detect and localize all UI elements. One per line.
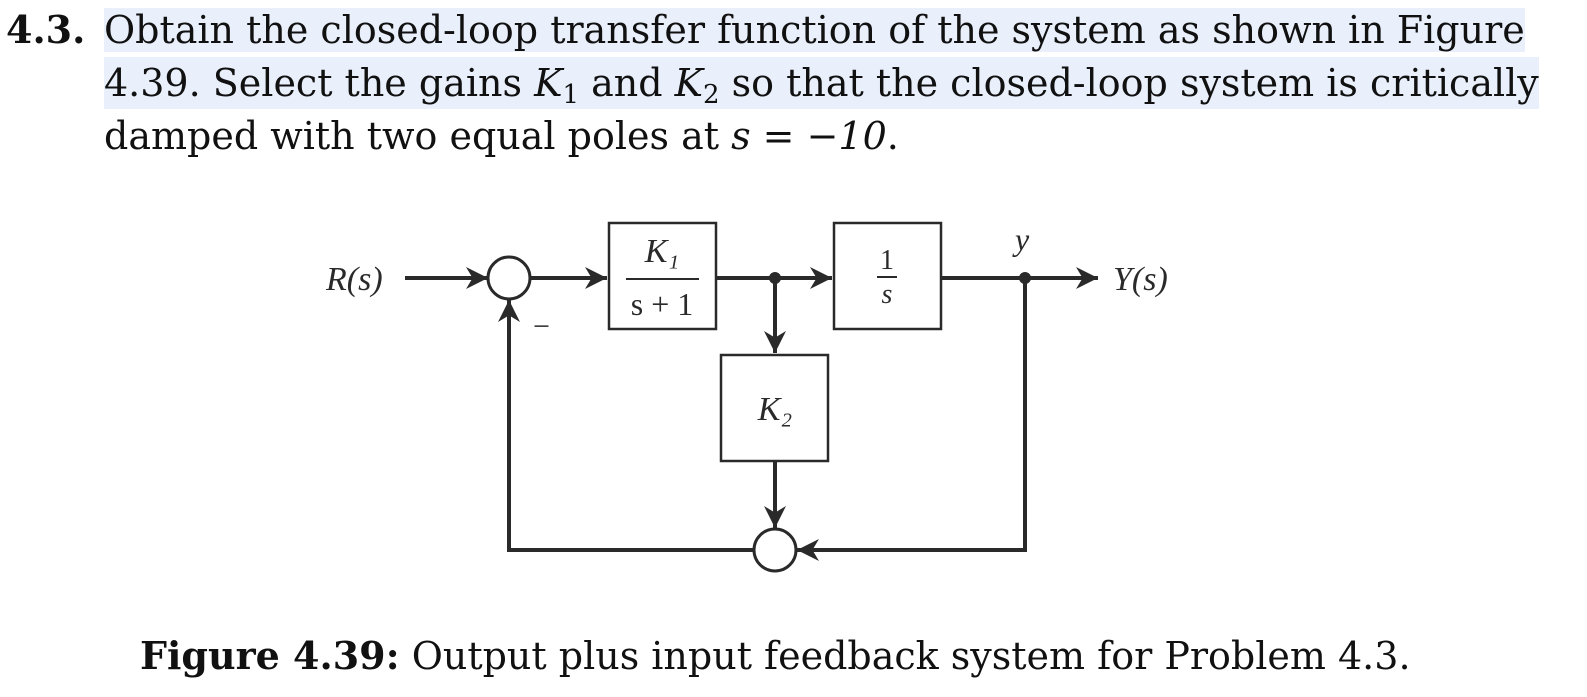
block2-numerator: 1 — [880, 245, 894, 276]
block3-label: K₂ — [757, 391, 793, 428]
branch-point-2 — [1019, 272, 1031, 284]
problem-line-1-text: Obtain the closed-loop transfer function… — [104, 8, 1525, 52]
block1-numerator: K₁ — [644, 233, 680, 270]
figure-caption-label: Figure 4.39: — [140, 633, 400, 678]
block2-denominator: s — [882, 279, 893, 310]
problem-number: 4.3. — [6, 7, 86, 52]
problem-line-3-b: . — [886, 114, 899, 158]
signal-y-label: y — [1012, 221, 1030, 257]
summing-junction-2 — [752, 527, 798, 573]
k1-sub: 1 — [562, 80, 579, 110]
problem-line-2-b: and — [579, 61, 675, 105]
k2-sub: 2 — [703, 80, 720, 110]
feedback-return-line — [498, 300, 753, 552]
problem-line-1: 4.3. Obtain the closed-loop transfer func… — [6, 4, 1525, 56]
problem-line-2-a: 4.39. Select the gains — [104, 61, 535, 105]
block-k1-over-s-plus-1: K₁ s + 1 — [607, 221, 718, 331]
figure-caption: Figure 4.39: Output plus input feedback … — [140, 630, 1411, 682]
summing-junction-1 — [486, 255, 532, 301]
k2-symbol: K2 — [674, 61, 720, 108]
block-1-over-s: 1 s — [832, 221, 943, 331]
problem-line-2: 4.39. Select the gains K1 and K2 so that… — [104, 57, 1539, 109]
figure-caption-text: Output plus input feedback system for Pr… — [399, 634, 1411, 678]
pole-condition: s = −10 — [731, 114, 887, 158]
output-label: Y(s) — [1113, 261, 1168, 298]
input-label: R(s) — [325, 261, 383, 298]
block-k2: K₂ — [719, 353, 830, 463]
k1-base: K — [534, 61, 563, 105]
minus-sign: − — [533, 310, 550, 343]
block1-denominator: s + 1 — [631, 286, 694, 322]
k1-symbol: K1 — [534, 61, 579, 108]
problem-line-3: damped with two equal poles at s = −10. — [104, 110, 899, 162]
k2-base: K — [674, 61, 704, 105]
problem-line-2-c: so that the closed-loop system is critic… — [719, 61, 1539, 105]
branch-point-1 — [769, 272, 781, 284]
output-feedback-line — [797, 278, 1027, 561]
problem-line-3-a: damped with two equal poles at — [104, 114, 732, 158]
